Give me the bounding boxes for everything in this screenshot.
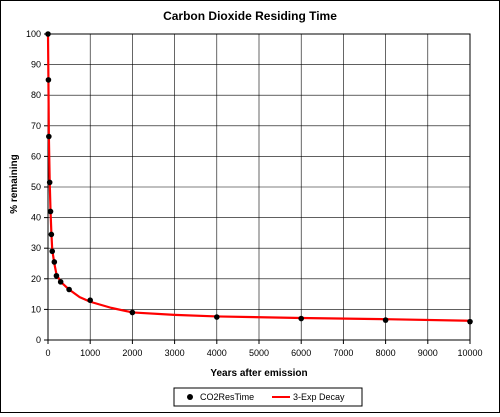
- chart-title: Carbon Dioxide Residing Time: [163, 9, 337, 23]
- legend: CO2ResTime 3-Exp Decay: [173, 387, 363, 407]
- legend-co2-label: CO2ResTime: [200, 392, 254, 402]
- data-point-co2restime: [467, 318, 473, 325]
- data-point-co2restime: [51, 259, 58, 265]
- legend-box: [173, 387, 363, 407]
- x-tick-label: 8000: [376, 348, 396, 358]
- legend-decay-label: 3-Exp Decay: [293, 392, 345, 402]
- data-point-co2restime: [46, 133, 52, 140]
- y-tick-label: 0: [36, 335, 41, 345]
- x-tick-label: 2000: [122, 348, 142, 358]
- data-point-co2restime: [214, 314, 220, 320]
- y-tick-label: 10: [31, 304, 41, 314]
- legend-co2-marker: [187, 394, 193, 400]
- y-tick-label: 60: [31, 151, 41, 161]
- y-tick-label: 100: [26, 29, 41, 39]
- grid: [44, 33, 471, 344]
- y-tick-label: 30: [31, 243, 41, 253]
- y-tick-label: 70: [31, 121, 41, 131]
- series-layer: [45, 31, 473, 325]
- x-tick-label: 7000: [333, 348, 353, 358]
- x-tick-label: 6000: [291, 348, 311, 358]
- x-tick-label: 4000: [207, 348, 227, 358]
- data-point-co2restime: [298, 315, 305, 322]
- data-point-co2restime: [49, 248, 56, 255]
- series-line-3-exp-decay: [46, 33, 471, 322]
- data-point-co2restime: [46, 179, 53, 186]
- x-tick-label: 0: [45, 348, 50, 358]
- data-point-co2restime: [66, 286, 72, 293]
- y-tick-label: 40: [31, 213, 41, 223]
- data-point-co2restime: [129, 309, 136, 316]
- x-tick-label: 3000: [165, 348, 185, 358]
- x-tick-label: 9000: [418, 348, 438, 358]
- data-point-co2restime: [382, 317, 389, 323]
- y-tick-label: 20: [31, 274, 41, 284]
- y-tick-labels: 0 10 20 30 40 50 60 70 80 90 100: [26, 29, 41, 345]
- data-point-co2restime: [45, 77, 52, 83]
- data-point-co2restime: [45, 31, 51, 37]
- y-tick-label: 80: [31, 90, 41, 100]
- x-tick-labels: 0 1000 2000 3000 4000 5000 6000 7000 8000 9000 100…: [45, 348, 482, 358]
- data-point-co2restime: [53, 272, 60, 279]
- data-point-co2restime: [57, 279, 64, 285]
- data-point-co2restime: [48, 231, 55, 238]
- x-axis-label: Years after emission: [210, 368, 307, 379]
- y-tick-label: 50: [31, 182, 41, 192]
- data-point-co2restime: [87, 297, 93, 304]
- data-point-co2restime: [47, 208, 54, 215]
- x-tick-label: 1000: [80, 348, 100, 358]
- y-tick-label: 90: [31, 60, 41, 70]
- y-axis-label: % remaining: [9, 154, 20, 213]
- x-tick-label: 5000: [249, 348, 269, 358]
- x-tick-label: 10000: [457, 348, 482, 358]
